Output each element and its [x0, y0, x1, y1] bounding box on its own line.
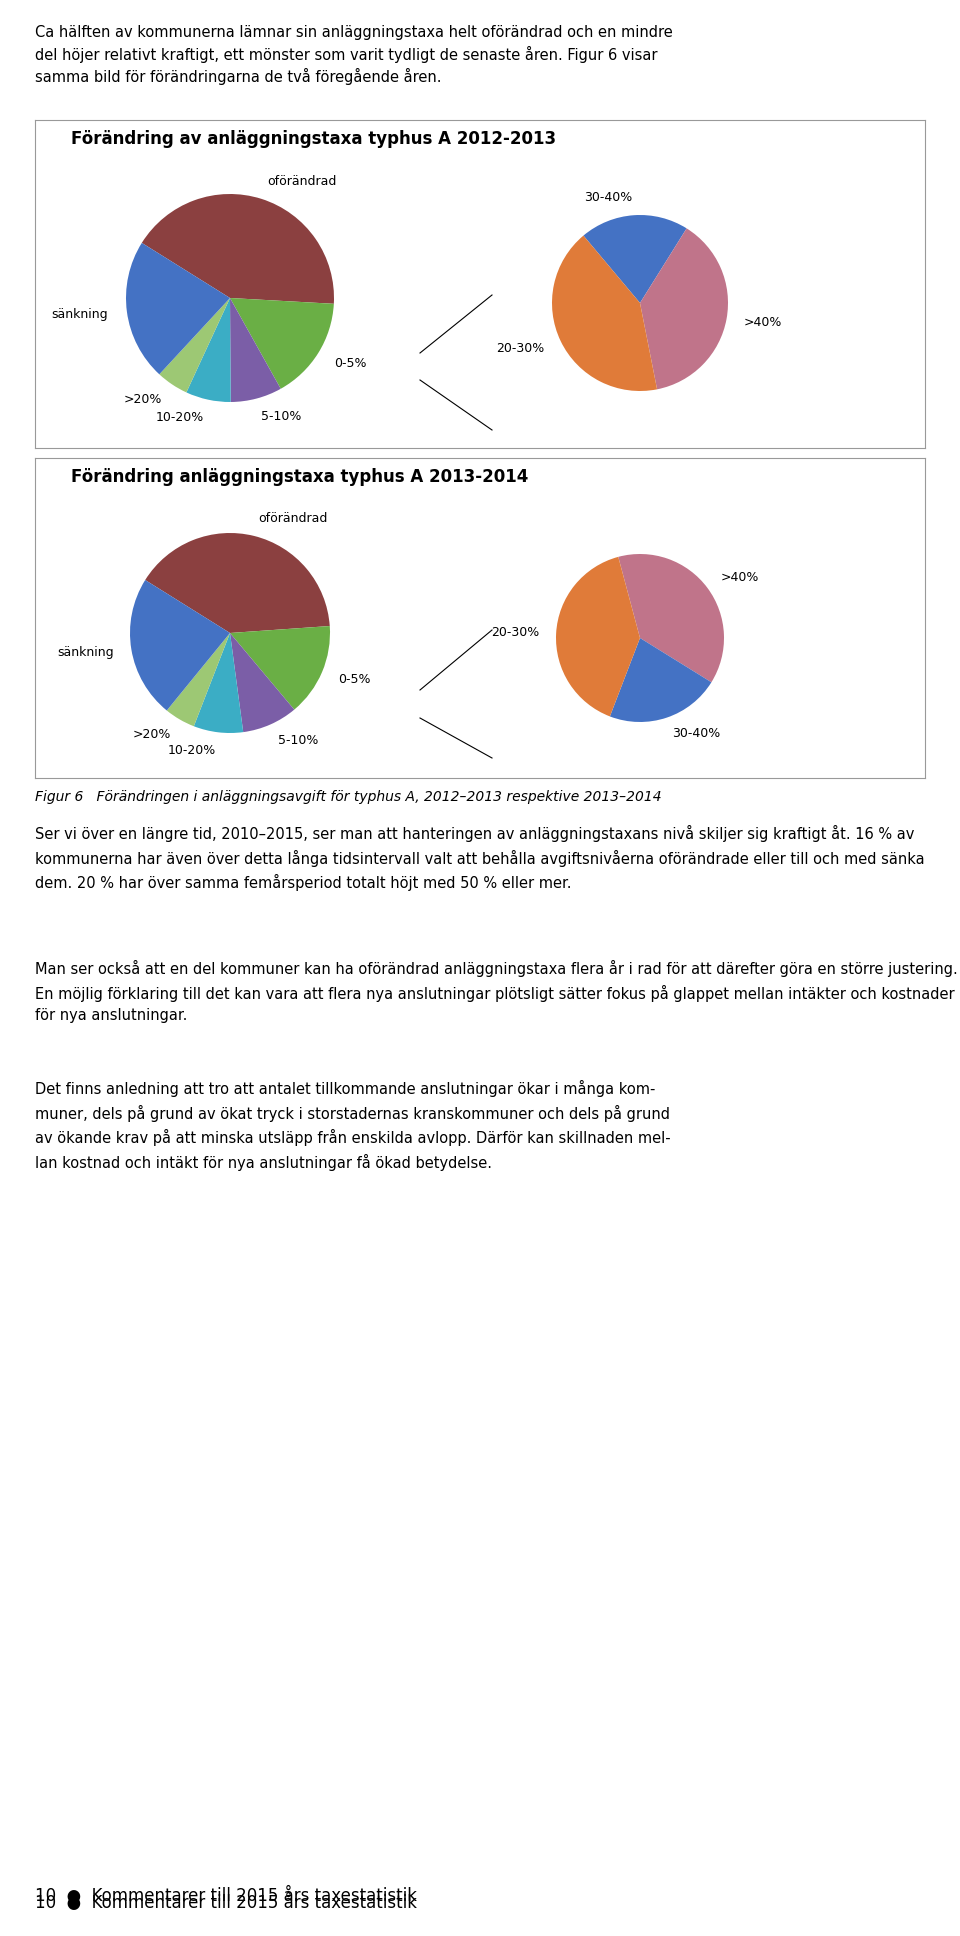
Wedge shape [130, 581, 230, 711]
Wedge shape [552, 236, 657, 391]
Wedge shape [126, 242, 230, 374]
Text: 10-20%: 10-20% [168, 743, 216, 757]
Text: Ca hälften av kommunerna lämnar sin anläggningstaxa helt oförändrad och en mindr: Ca hälften av kommunerna lämnar sin anlä… [35, 25, 673, 41]
Text: 5-10%: 5-10% [277, 734, 318, 747]
Text: del höjer relativt kraftigt, ett mönster som varit tydligt de senaste åren. Figu: del höjer relativt kraftigt, ett mönster… [35, 46, 658, 64]
Text: oförändrad: oförändrad [267, 174, 337, 188]
Wedge shape [584, 215, 686, 304]
Text: 20-30%: 20-30% [496, 343, 544, 354]
Text: >20%: >20% [132, 728, 171, 741]
Text: sänkning: sänkning [57, 647, 113, 658]
Text: 30-40%: 30-40% [672, 728, 720, 740]
Wedge shape [618, 554, 724, 681]
Text: 10  ●  Kommentarer till 2015 års taxestatistik: 10 ● Kommentarer till 2015 års taxestati… [35, 1893, 417, 1913]
Text: >40%: >40% [744, 316, 782, 329]
Wedge shape [194, 633, 243, 734]
Text: 20-30%: 20-30% [492, 625, 540, 639]
Text: Man ser också att en del kommuner kan ha oförändrad anläggningstaxa flera år i r: Man ser också att en del kommuner kan ha… [35, 960, 958, 1024]
Text: samma bild för förändringarna de två föregående åren.: samma bild för förändringarna de två för… [35, 68, 442, 85]
Text: 5-10%: 5-10% [261, 410, 301, 424]
Text: Figur 6   Förändringen i anläggningsavgift för typhus A, 2012–2013 respektive 20: Figur 6 Förändringen i anläggningsavgift… [35, 790, 661, 805]
Text: 10  ●  Kommentarer till 2015 års taxestatistik: 10 ● Kommentarer till 2015 års taxestati… [35, 1888, 417, 1905]
Wedge shape [145, 532, 329, 633]
Wedge shape [640, 228, 728, 389]
Wedge shape [167, 633, 230, 726]
Text: 30-40%: 30-40% [585, 192, 633, 203]
Text: 0-5%: 0-5% [334, 356, 367, 370]
Text: Det finns anledning att tro att antalet tillkommande anslutningar ökar i många k: Det finns anledning att tro att antalet … [35, 1080, 671, 1171]
Text: 10-20%: 10-20% [156, 412, 204, 424]
Text: 0-5%: 0-5% [339, 672, 372, 685]
Text: >40%: >40% [721, 571, 759, 585]
Text: oförändrad: oförändrad [258, 511, 328, 525]
Wedge shape [186, 298, 230, 403]
Wedge shape [230, 298, 334, 389]
Text: >20%: >20% [123, 393, 161, 407]
Text: Förändring anläggningstaxa typhus A 2013-2014: Förändring anläggningstaxa typhus A 2013… [71, 469, 528, 486]
Text: sänkning: sänkning [52, 308, 108, 321]
Wedge shape [556, 558, 640, 716]
Wedge shape [142, 194, 334, 304]
Text: Förändring av anläggningstaxa typhus A 2012-2013: Förändring av anläggningstaxa typhus A 2… [71, 130, 556, 147]
Wedge shape [230, 625, 330, 711]
Wedge shape [230, 633, 295, 732]
Wedge shape [230, 298, 280, 403]
Wedge shape [610, 639, 711, 722]
Wedge shape [159, 298, 230, 393]
Text: Ser vi över en längre tid, 2010–2015, ser man att hanteringen av anläggningstaxa: Ser vi över en längre tid, 2010–2015, se… [35, 825, 924, 891]
